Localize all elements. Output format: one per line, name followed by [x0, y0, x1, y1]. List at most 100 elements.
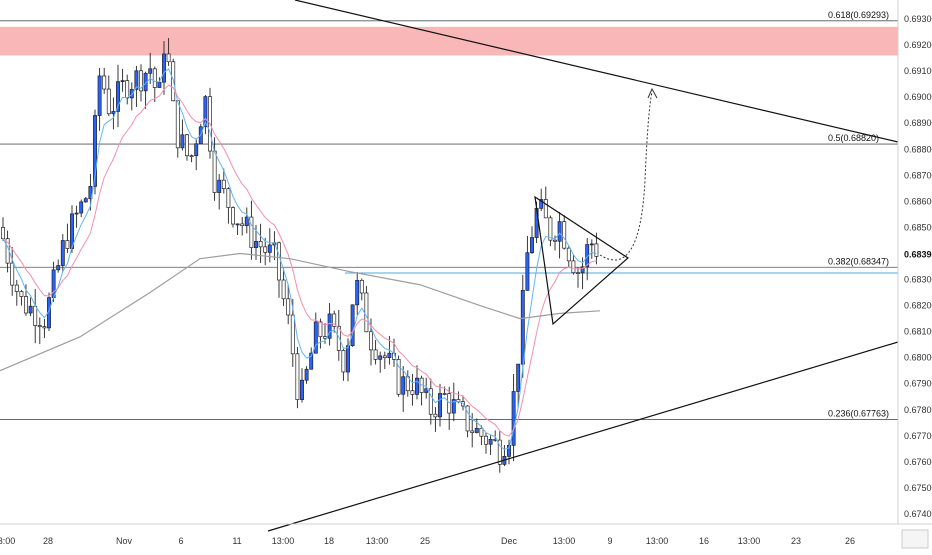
- candle-body: [479, 427, 484, 437]
- candle-body: [415, 377, 419, 395]
- candle-body: [152, 68, 157, 88]
- candle-body: [318, 321, 323, 337]
- candle-body: [525, 252, 530, 291]
- candle-body: [166, 53, 171, 63]
- candle-body: [139, 70, 143, 92]
- candle-body: [346, 345, 350, 373]
- candle-body: [180, 134, 185, 149]
- x-tick-label: 28: [43, 536, 53, 546]
- candle-body: [387, 352, 392, 359]
- candle-body: [369, 331, 373, 351]
- candle-body: [189, 155, 194, 158]
- candle-body: [516, 363, 521, 392]
- candle-body: [373, 349, 378, 360]
- candle-body: [267, 244, 272, 253]
- candle-body: [231, 207, 235, 225]
- x-tick-label: 26: [845, 536, 855, 546]
- candle-body: [24, 296, 28, 314]
- candle-body: [396, 359, 401, 395]
- x-tick-label: 18: [324, 536, 334, 546]
- candle-body: [474, 427, 479, 433]
- candle-body: [185, 134, 189, 157]
- candle-body: [364, 292, 369, 333]
- candle-body: [129, 89, 134, 99]
- candle-body: [300, 379, 304, 400]
- candle-body: [470, 430, 475, 433]
- candle-body: [286, 298, 291, 316]
- x-tick-label: 13:00: [272, 536, 295, 546]
- candle-body: [33, 305, 38, 326]
- candle-body: [277, 242, 281, 281]
- x-tick-label: 13:00: [553, 536, 576, 546]
- candle-body: [249, 216, 254, 248]
- candle-body: [543, 199, 548, 219]
- candle-body: [465, 405, 470, 432]
- candle-body: [116, 81, 120, 112]
- candle-body: [125, 80, 130, 99]
- candle-body: [102, 75, 107, 90]
- candle-body: [589, 243, 594, 246]
- fib-label-3: 0.236(0.67763): [828, 408, 889, 418]
- x-tick-label: Nov: [116, 536, 133, 546]
- candle-body: [281, 279, 286, 300]
- candle-body: [530, 237, 534, 254]
- candle-body: [424, 388, 429, 393]
- candle-body: [520, 290, 525, 365]
- candle-body: [235, 223, 240, 226]
- candle-body: [19, 291, 24, 297]
- candle-body: [258, 241, 263, 248]
- candle-body: [74, 212, 79, 215]
- candle-body: [254, 241, 258, 248]
- fib-label-2: 0.382(0.68347): [828, 256, 889, 266]
- candle-body: [226, 188, 231, 208]
- candle-body: [401, 376, 406, 395]
- candle-body: [451, 399, 456, 414]
- candle-body: [221, 179, 226, 189]
- candle-body: [28, 305, 33, 314]
- candle-body: [562, 221, 567, 249]
- x-tick-label: 13:00: [0, 536, 15, 546]
- candle-body: [244, 216, 249, 227]
- candle-body: [566, 247, 571, 262]
- settings-icon: [901, 529, 929, 549]
- candle-body: [548, 217, 553, 241]
- candle-body: [97, 75, 102, 116]
- candle-body: [162, 53, 166, 83]
- candle-body: [382, 355, 387, 359]
- candle-body: [313, 321, 318, 354]
- ma-long-line: [0, 252, 601, 372]
- candle-body: [428, 388, 433, 415]
- x-tick-label: 9: [607, 536, 612, 546]
- candle-body: [332, 313, 337, 327]
- descending-trendline: [294, 0, 899, 143]
- candle-body: [157, 81, 162, 88]
- candle-body: [438, 393, 442, 418]
- projection-arrow-head: [647, 87, 658, 99]
- candle-body: [1, 227, 5, 240]
- candle-body: [111, 111, 116, 115]
- x-tick-label: 13:00: [366, 536, 389, 546]
- candle-body: [580, 266, 585, 274]
- candle-body: [134, 70, 139, 90]
- candle-body: [576, 272, 580, 275]
- x-tick-label: 25: [420, 536, 430, 546]
- candle-body: [309, 352, 314, 370]
- candle-body: [217, 179, 222, 193]
- candle-body: [594, 243, 599, 257]
- x-tick-label: Dec: [501, 536, 518, 546]
- candle-body: [240, 223, 245, 227]
- candle-body: [341, 350, 346, 373]
